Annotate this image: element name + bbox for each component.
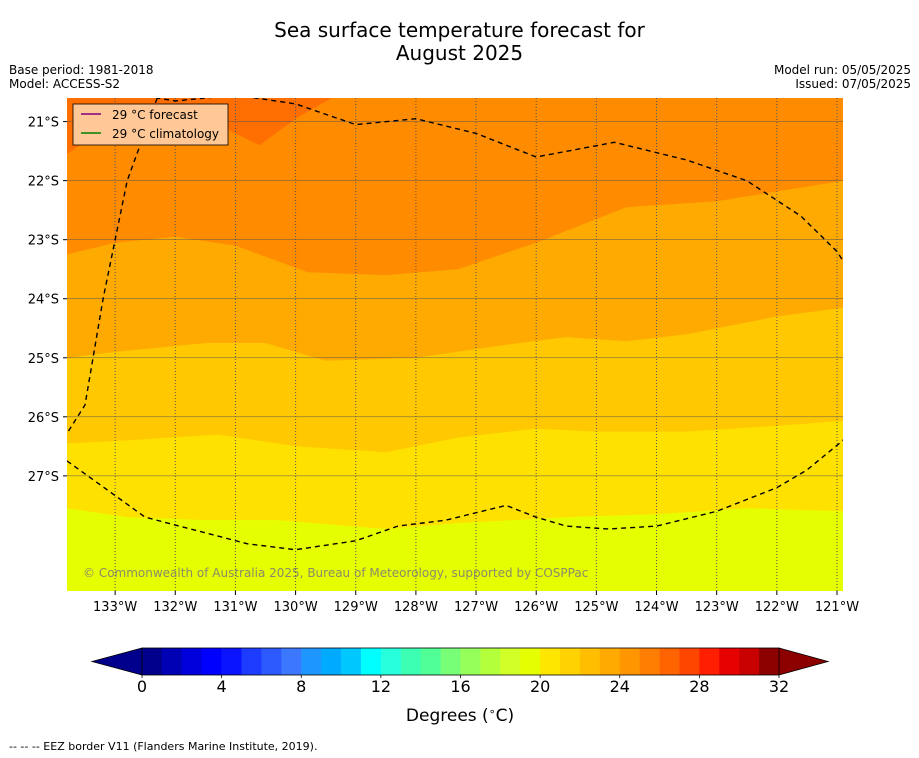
colorbar-swatch: [699, 648, 720, 675]
colorbar-swatch: [360, 648, 382, 675]
colorbar-tick-label: 12: [371, 677, 391, 696]
map-legend: 29 °C forecast 29 °C climatology: [72, 103, 229, 146]
colorbar-tick-label: 32: [769, 677, 789, 696]
x-tick-label: 128°W: [394, 600, 438, 615]
x-tick-label: 129°W: [334, 600, 378, 615]
x-tick-label: 124°W: [634, 600, 678, 615]
y-tick-label: 22°S: [28, 175, 59, 190]
x-tick-label: 122°W: [755, 600, 799, 615]
colorbar-swatch: [500, 648, 521, 675]
colorbar-swatch: [440, 648, 461, 675]
y-tick-label: 21°S: [28, 116, 59, 131]
colorbar-tick-label: 0: [137, 677, 147, 696]
colorbar-swatch: [460, 648, 481, 675]
colorbar-tick-label: 4: [217, 677, 227, 696]
colorbar-swatch: [281, 648, 302, 675]
colorbar-tick-label: 28: [689, 677, 709, 696]
y-tick-label: 27°S: [28, 470, 59, 485]
chart-title-line2: August 2025: [395, 41, 524, 65]
colorbar-swatch: [679, 648, 700, 675]
base-period: Base period: 1981-2018: [9, 63, 154, 77]
colorbar-tick-label: 8: [296, 677, 306, 696]
colorbar-swatch: [420, 648, 441, 675]
colorbar-swatch: [520, 648, 541, 675]
colorbar-label-unit: C): [496, 706, 515, 726]
colorbar-swatch: [739, 648, 760, 675]
model-run: Model run: 05/05/2025: [773, 63, 911, 77]
colorbar-swatch: [719, 648, 740, 675]
colorbar-swatch: [579, 648, 601, 675]
x-tick-label: 126°W: [514, 600, 558, 615]
x-tick-label: 121°W: [815, 600, 859, 615]
colorbar-swatch: [261, 648, 282, 675]
colorbar-tick-label: 16: [450, 677, 470, 696]
chart-title: Sea surface temperature forecast for Aug…: [0, 19, 919, 65]
colorbar-swatch: [480, 648, 501, 675]
colorbar-label-main: Degrees (: [406, 706, 489, 726]
x-tick-label: 131°W: [213, 600, 257, 615]
colorbar-tick-label: 20: [530, 677, 550, 696]
meta-left: Base period: 1981-2018 Model: ACCESS-S2: [9, 63, 154, 91]
colorbar-swatch: [619, 648, 640, 675]
colorbar-swatch: [161, 648, 183, 675]
legend-box: [72, 103, 229, 146]
colorbar-under-arrow: [90, 647, 143, 676]
eez-border-line: [67, 98, 843, 551]
y-tick-label: 24°S: [28, 293, 59, 308]
colorbar-swatch: [301, 648, 322, 675]
colorbar-swatch: [400, 648, 421, 675]
colorbar-swatch: [221, 648, 242, 675]
colorbar-swatch: [341, 648, 362, 675]
legend-label: 29 °C climatology: [112, 127, 219, 141]
y-tick-label: 23°S: [28, 234, 59, 249]
colorbar-over-arrow: [778, 647, 830, 676]
colorbar-swatch: [639, 648, 660, 675]
colorbar-swatch: [659, 648, 680, 675]
colorbar-tick-label: 24: [610, 677, 630, 696]
meta-right: Model run: 05/05/2025 Issued: 07/05/2025: [774, 63, 911, 91]
x-tick-label: 133°W: [93, 600, 137, 615]
x-tick-label: 127°W: [454, 600, 498, 615]
y-tick-label: 26°S: [28, 411, 59, 426]
colorbar-swatch: [560, 648, 581, 675]
colorbar-label: Degrees (∘C): [406, 705, 514, 727]
eez-footnote: -- -- -- EEZ border V11 (Flanders Marine…: [9, 740, 318, 753]
y-tick-label: 25°S: [28, 352, 59, 367]
colorbar-swatch: [759, 648, 780, 675]
colorbar-swatch: [142, 648, 163, 675]
legend-label: 29 °C forecast: [112, 108, 198, 122]
colorbar: 0 4 8 12 16 20 24 28 32 Degrees (∘C): [90, 647, 830, 727]
degree-symbol: ∘: [489, 705, 496, 718]
colorbar-swatch: [241, 648, 262, 675]
x-tick-label: 123°W: [695, 600, 739, 615]
colorbar-swatch: [599, 648, 621, 675]
x-tick-label: 132°W: [153, 600, 197, 615]
issued-date: Issued: 07/05/2025: [795, 77, 911, 91]
x-tick-label: 125°W: [574, 600, 618, 615]
sst-band-5: [67, 98, 843, 155]
chart-title-line1: Sea surface temperature forecast for: [274, 18, 645, 42]
model-name: Model: ACCESS-S2: [9, 77, 121, 91]
colorbar-swatch: [321, 648, 342, 675]
plot-area: © Commonwealth of Australia 2025, Bureau…: [67, 98, 843, 591]
colorbar-swatch: [380, 648, 402, 675]
x-tick-label: 130°W: [274, 600, 318, 615]
copyright-watermark: © Commonwealth of Australia 2025, Bureau…: [83, 566, 588, 580]
colorbar-swatch: [181, 648, 203, 675]
colorbar-swatch: [540, 648, 561, 675]
colorbar-swatch: [201, 648, 222, 675]
